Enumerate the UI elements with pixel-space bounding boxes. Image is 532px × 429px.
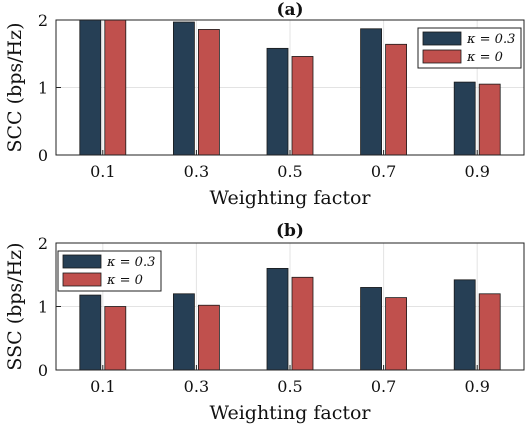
bar: [197, 29, 220, 155]
bar: [453, 279, 476, 370]
y-tick-label: 1: [38, 298, 48, 317]
legend: κ = 0.3 κ = 0: [417, 27, 522, 69]
panel-title: (a): [276, 0, 303, 20]
y-tick-label: 1: [38, 79, 48, 98]
bar: [266, 47, 289, 155]
bar: [104, 306, 127, 370]
bar: [104, 20, 127, 155]
bar: [360, 287, 383, 370]
y-tick-label: 2: [38, 234, 48, 253]
bar: [360, 28, 383, 155]
x-tick-label: 0.9: [464, 162, 489, 181]
bar: [385, 297, 408, 370]
legend-swatch: [422, 49, 462, 64]
legend-label: κ = 0.3: [466, 32, 515, 47]
y-axis-label: SCC (bps/Hz): [4, 22, 26, 152]
x-tick-label: 0.9: [464, 377, 489, 396]
bar: [478, 83, 501, 155]
x-tick-label: 0.7: [371, 377, 396, 396]
x-tick-label: 0.1: [90, 377, 115, 396]
bar: [266, 267, 289, 370]
panel-a: 0 1 2 0.1 0.3 0.5 0.7 0.9 (a) Weighting factor SCC…: [4, 0, 525, 209]
bar: [172, 21, 195, 155]
bar: [291, 276, 314, 370]
legend-label: κ = 0: [106, 273, 143, 288]
legend-label: κ = 0.3: [106, 255, 155, 270]
x-tick-label: 0.1: [90, 162, 115, 181]
bar: [197, 304, 220, 370]
x-axis-label: Weighting factor: [209, 402, 371, 424]
bar: [79, 20, 102, 155]
panel-title: (b): [276, 221, 304, 241]
bar: [291, 56, 314, 155]
y-tick-label: 0: [38, 361, 48, 380]
panel-b: 0 1 2 0.1 0.3 0.5 0.7 0.9 (b) Weighting factor SSC…: [4, 221, 525, 424]
bar: [79, 294, 102, 370]
x-tick-label: 0.5: [277, 162, 302, 181]
legend-label: κ = 0: [466, 50, 503, 65]
legend-swatch: [422, 31, 462, 46]
y-tick-label: 0: [38, 146, 48, 165]
x-tick-label: 0.7: [371, 162, 396, 181]
bars: [79, 20, 501, 155]
bar: [385, 43, 408, 155]
y-axis-label: SSC (bps/Hz): [4, 242, 26, 370]
bar: [478, 293, 501, 370]
bar: [453, 81, 476, 155]
x-tick-label: 0.5: [277, 377, 302, 396]
legend-swatch: [62, 254, 102, 269]
bars: [79, 267, 501, 370]
x-tick-label: 0.3: [184, 377, 209, 396]
legend-swatch: [62, 272, 102, 287]
legend: κ = 0.3 κ = 0: [57, 250, 162, 292]
y-tick-label: 2: [38, 11, 48, 30]
x-axis-label: Weighting factor: [209, 187, 371, 209]
bar: [172, 293, 195, 370]
x-tick-label: 0.3: [184, 162, 209, 181]
